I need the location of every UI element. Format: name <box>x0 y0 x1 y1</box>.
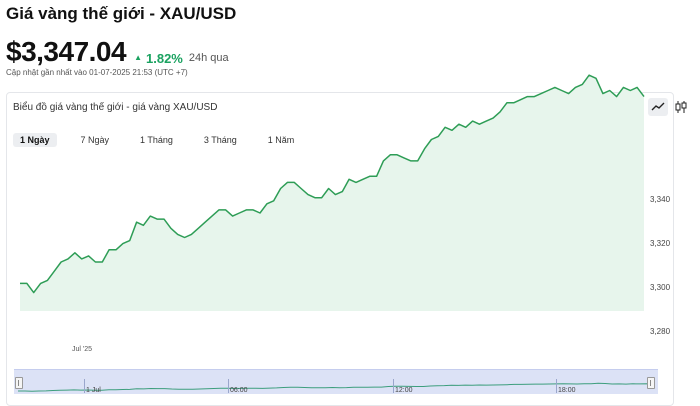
change-percent: 1.82% <box>146 51 183 66</box>
range-tabs: 1 Ngày 7 Ngày 1 Tháng 3 Tháng 1 Năm <box>13 133 318 147</box>
candlestick-button[interactable] <box>671 98 691 116</box>
x-tick-label: Jul '25 <box>72 346 93 353</box>
y-tick-label: 3,280 <box>650 327 671 336</box>
tab-1-month[interactable]: 1 Tháng <box>140 135 173 145</box>
navigator-tick-label: 12:00 <box>393 379 413 394</box>
price-chart[interactable] <box>14 66 658 311</box>
line-chart-button[interactable] <box>648 98 668 116</box>
chart-card-title: Biểu đồ giá vàng thế giới - giá vàng XAU… <box>13 102 218 113</box>
current-price: $3,347.04 <box>6 36 127 67</box>
page-title: Giá vàng thế giới - XAU/USD <box>6 4 237 23</box>
price-area <box>20 75 644 311</box>
price-row: $3,347.04 ▲ 1.82% 24h qua <box>6 36 229 68</box>
navigator-tick-label: 06:00 <box>228 379 248 394</box>
tab-3-months[interactable]: 3 Tháng <box>203 135 237 145</box>
candlestick-icon <box>675 101 687 113</box>
tab-1-year[interactable]: 1 Năm <box>267 135 295 145</box>
tab-1-day[interactable]: 1 Ngày <box>13 133 57 147</box>
y-tick-label: 3,320 <box>650 239 671 248</box>
tab-7-days[interactable]: 7 Ngày <box>80 135 110 145</box>
price-change: ▲ 1.82% <box>134 51 183 66</box>
last-updated: Cập nhật gần nhất vào 01-07-2025 21:53 (… <box>6 68 188 77</box>
change-period: 24h qua <box>188 52 229 64</box>
navigator-line <box>18 382 655 392</box>
price-line <box>20 74 645 294</box>
navigator-right-handle[interactable] <box>647 377 655 389</box>
y-tick-label: 3,340 <box>650 195 671 204</box>
navigator-left-handle[interactable] <box>15 377 23 389</box>
navigator-tick-label: 1 Jul <box>84 379 101 394</box>
arrow-up-icon: ▲ <box>134 53 142 62</box>
price-chart-svg <box>20 74 645 311</box>
navigator-sparkline <box>18 382 655 392</box>
time-navigator[interactable]: 1 Jul 06:00 12:00 18:00 <box>14 369 658 394</box>
navigator-tick-label: 18:00 <box>556 379 576 394</box>
line-chart-icon <box>651 102 665 111</box>
y-tick-label: 3,300 <box>650 283 671 292</box>
